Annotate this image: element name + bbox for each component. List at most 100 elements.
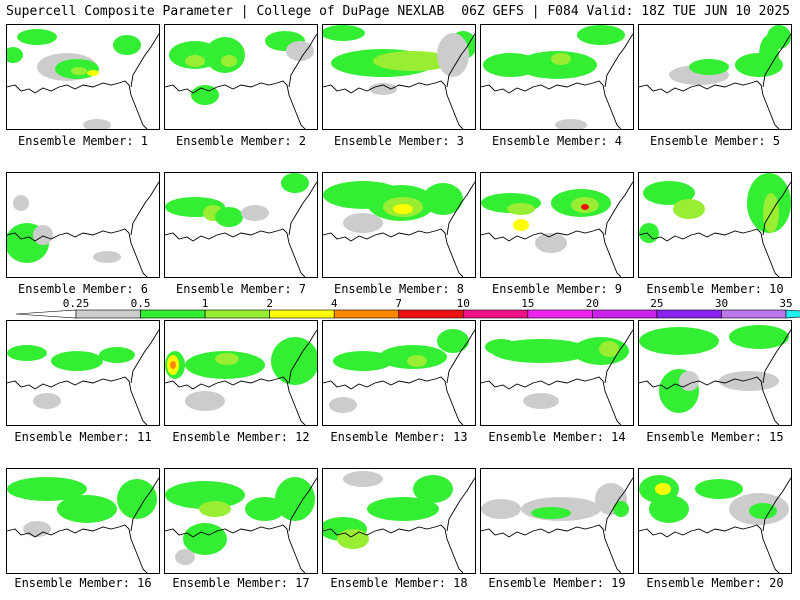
coastline <box>7 228 148 277</box>
ensemble-member-map <box>164 468 318 574</box>
coastline <box>323 228 464 277</box>
ensemble-member-map <box>322 468 476 574</box>
scp-contour-blob <box>343 213 383 233</box>
ensemble-member-map <box>638 172 792 278</box>
member-caption: Ensemble Member: 13 <box>330 430 468 444</box>
colorbar-segment <box>462 309 529 319</box>
scp-contour-blob <box>329 397 357 413</box>
scp-contour-blob <box>71 67 87 75</box>
scp-contour-blob <box>437 329 469 353</box>
scp-contour-blob <box>165 481 245 509</box>
ensemble-member-map <box>6 468 160 574</box>
scp-contour-blob <box>485 339 517 355</box>
ensemble-member-map <box>322 24 476 130</box>
colorbar-label: 30 <box>715 297 728 310</box>
field-map <box>639 173 791 277</box>
coastline <box>7 376 148 425</box>
member-caption: Ensemble Member: 5 <box>649 134 781 148</box>
colorbar-segment <box>527 309 593 319</box>
coastline <box>288 181 317 236</box>
field-map <box>7 29 159 129</box>
field-map <box>639 325 791 425</box>
member-caption: Ensemble Member: 7 <box>175 282 307 296</box>
scp-contour-blob <box>23 521 51 537</box>
scp-contour-blob <box>655 483 671 495</box>
scp-contour-blob <box>581 204 589 210</box>
coastline <box>762 477 791 532</box>
member-caption: Ensemble Member: 18 <box>330 576 468 590</box>
scp-contour-blob <box>599 341 619 357</box>
colorbar-label: 15 <box>521 297 534 310</box>
coastline <box>7 80 148 129</box>
field-map <box>7 329 159 425</box>
coastline <box>130 477 159 532</box>
scp-contour-blob <box>523 393 559 409</box>
coastline <box>130 181 159 236</box>
coastline <box>446 477 475 532</box>
member-caption: Ensemble Member: 3 <box>333 134 465 148</box>
scp-contour-blob <box>199 501 231 517</box>
colorbar-label: 2 <box>266 297 273 310</box>
coastline <box>639 524 780 573</box>
scp-contour-blob <box>185 351 265 379</box>
coastline <box>604 329 633 384</box>
ensemble-member-map <box>6 24 160 130</box>
coastline <box>604 33 633 88</box>
scp-contour-blob <box>17 29 57 45</box>
scp-contour-blob <box>99 347 135 363</box>
scp-contour-blob <box>205 37 245 73</box>
coastline <box>481 228 622 277</box>
ensemble-member-map <box>164 172 318 278</box>
scp-contour-blob <box>7 47 23 63</box>
field-map <box>639 475 791 573</box>
field-map <box>323 329 475 425</box>
scp-contour-blob <box>729 325 789 349</box>
scp-contour-blob <box>215 353 239 365</box>
coastline <box>323 376 464 425</box>
colorbar-label: 4 <box>331 297 338 310</box>
coastline <box>130 33 159 88</box>
coastline <box>288 33 317 88</box>
colorbar-label: 7 <box>395 297 402 310</box>
scp-contour-blob <box>275 477 315 521</box>
coastline <box>7 524 148 573</box>
scp-contour-blob <box>245 497 285 521</box>
colorbar-segment <box>721 309 787 319</box>
field-map <box>165 477 317 573</box>
scp-contour-blob <box>87 70 99 76</box>
scp-contour-blob <box>393 204 413 214</box>
coastline <box>604 477 633 532</box>
member-caption: Ensemble Member: 12 <box>172 430 310 444</box>
colorbar-segment <box>269 309 335 319</box>
scp-contour-blob <box>369 83 397 95</box>
member-caption: Ensemble Member: 1 <box>17 134 149 148</box>
ensemble-member-map <box>480 468 634 574</box>
coastline <box>481 524 622 573</box>
field-map <box>165 31 317 129</box>
scp-contour-blob <box>639 223 659 243</box>
member-caption: Ensemble Member: 8 <box>333 282 465 296</box>
field-map <box>165 173 317 277</box>
colorbar-segment <box>592 309 658 319</box>
scp-contour-blob <box>373 51 453 71</box>
field-map <box>481 25 633 129</box>
coastline <box>639 376 780 425</box>
scp-contour-blob <box>117 479 157 519</box>
scp-contour-blob <box>413 475 453 503</box>
scp-contour-blob <box>333 351 393 371</box>
coastline <box>130 329 159 384</box>
scp-contour-blob <box>221 55 237 67</box>
coastline <box>762 33 791 88</box>
ensemble-member-map <box>6 320 160 426</box>
scp-contour-blob <box>517 51 597 79</box>
colorbar-label: 1 <box>202 297 209 310</box>
field-map <box>323 471 475 573</box>
scp-contour-blob <box>513 219 529 231</box>
ensemble-member-map <box>480 320 634 426</box>
scp-contour-blob <box>33 393 61 409</box>
scp-contour-blob <box>481 499 521 519</box>
scp-contour-blob <box>170 361 176 369</box>
colorbar-label: 10 <box>457 297 470 310</box>
scp-contour-blob <box>423 183 463 215</box>
coastline <box>446 33 475 88</box>
